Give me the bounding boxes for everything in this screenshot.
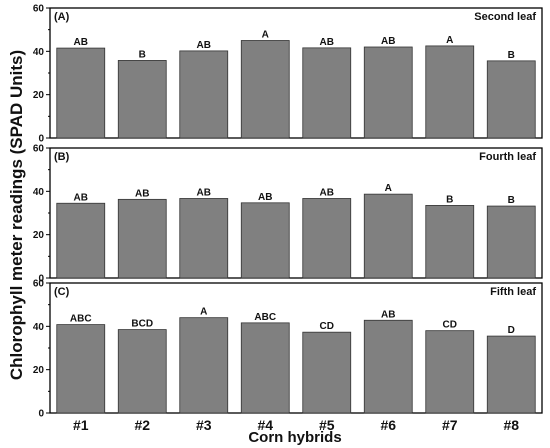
significance-label: AB <box>135 188 149 199</box>
y-tick-label: 0 <box>38 134 44 145</box>
significance-label: AB <box>197 40 211 51</box>
significance-label: A <box>262 30 269 41</box>
y-tick-label: 0 <box>38 274 44 285</box>
y-tick-label: 40 <box>33 322 45 333</box>
category-label: #2 <box>134 417 150 433</box>
bar <box>363 193 413 279</box>
panel-label: (B) <box>54 151 70 163</box>
significance-label: AB <box>320 37 334 48</box>
panel-title: Fourth leaf <box>479 151 536 163</box>
y-axis-title: Chlorophyll meter readings (SPAD Units) <box>7 50 26 380</box>
bar <box>56 47 106 139</box>
bar <box>486 335 536 414</box>
significance-label: CD <box>443 320 457 331</box>
significance-label: B <box>508 195 515 206</box>
bar <box>363 46 413 139</box>
bar <box>56 202 106 279</box>
significance-label: AB <box>381 309 395 320</box>
significance-label: AB <box>258 192 272 203</box>
significance-label: AB <box>320 187 334 198</box>
bar <box>302 331 352 414</box>
category-label: #8 <box>503 417 519 433</box>
significance-label: D <box>508 325 515 336</box>
bar <box>117 198 167 279</box>
significance-label: AB <box>381 36 395 47</box>
y-tick-label: 20 <box>33 365 45 376</box>
significance-label: ABC <box>254 312 276 323</box>
bar <box>425 45 475 139</box>
significance-label: A <box>385 183 392 194</box>
bar <box>425 330 475 414</box>
bar <box>240 202 290 279</box>
y-tick-label: 0 <box>38 409 44 420</box>
bar <box>179 50 229 139</box>
category-label: #5 <box>319 417 335 433</box>
bar <box>486 60 536 139</box>
y-tick-label: 60 <box>33 4 45 15</box>
bar <box>117 329 167 414</box>
significance-label: AB <box>197 187 211 198</box>
panel-label: (C) <box>54 286 70 298</box>
bar <box>56 324 106 414</box>
category-label: #7 <box>442 417 458 433</box>
significance-label: A <box>200 307 207 318</box>
y-tick-label: 60 <box>33 279 45 290</box>
panel-title: Second leaf <box>474 11 536 23</box>
bar <box>240 40 290 139</box>
category-label: #6 <box>380 417 396 433</box>
significance-label: AB <box>74 37 88 48</box>
y-tick-label: 20 <box>33 90 45 101</box>
category-label: #3 <box>196 417 212 433</box>
bar <box>302 47 352 139</box>
significance-label: A <box>446 35 453 46</box>
bar <box>425 205 475 279</box>
x-axis-title: Corn hybrids <box>248 429 341 446</box>
bar <box>179 198 229 279</box>
significance-label: BCD <box>131 319 153 330</box>
bar <box>302 198 352 279</box>
bar <box>363 319 413 414</box>
significance-label: CD <box>320 321 334 332</box>
panel-3: 0 20 40 60 (C) Fifth leaf ABC BCD A ABC CD AB CD D <box>33 279 543 420</box>
bar <box>179 317 229 414</box>
bar <box>117 60 167 139</box>
y-tick-label: 40 <box>33 47 45 58</box>
bar <box>486 205 536 279</box>
panel-label: (A) <box>54 11 70 23</box>
significance-label: B <box>139 49 146 60</box>
significance-label: B <box>446 194 453 205</box>
bar <box>240 322 290 414</box>
y-tick-label: 20 <box>33 230 45 241</box>
category-label: #4 <box>257 417 273 433</box>
significance-label: B <box>508 50 515 61</box>
panel-title: Fifth leaf <box>490 286 536 298</box>
category-labels: #1 #2 #3 #4 #5 #6 #7 #8 <box>73 417 519 433</box>
significance-label: AB <box>74 192 88 203</box>
y-tick-label: 60 <box>33 144 45 155</box>
y-tick-label: 40 <box>33 187 45 198</box>
category-label: #1 <box>73 417 89 433</box>
significance-label: ABC <box>70 314 92 325</box>
